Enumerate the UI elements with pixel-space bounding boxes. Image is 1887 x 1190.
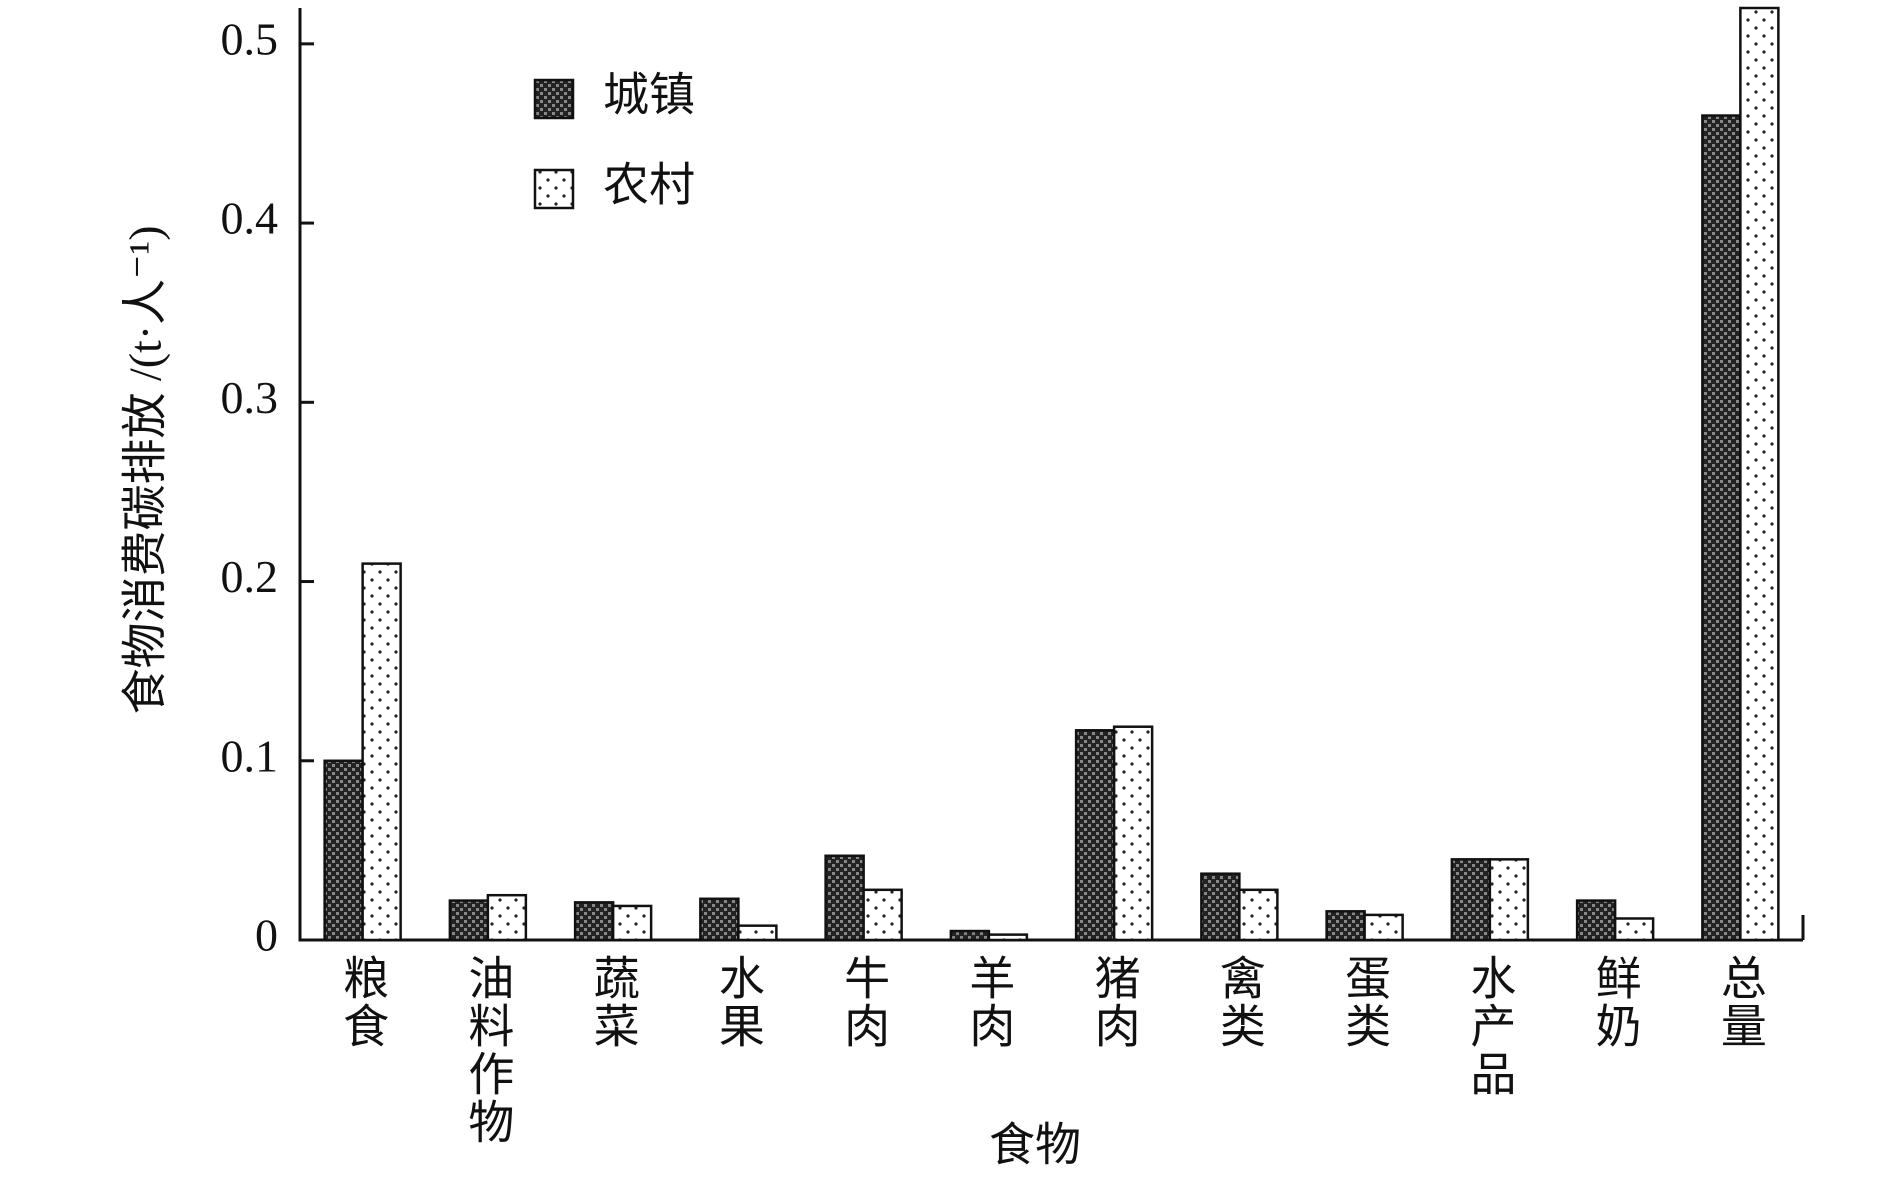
bar: [1701, 114, 1742, 942]
bar: [1074, 729, 1116, 942]
x-tick-label: 牛肉: [838, 954, 889, 1050]
bar: [824, 854, 865, 942]
bar: [737, 924, 778, 942]
bar: [448, 899, 490, 942]
x-tick-label: 蔬菜: [588, 954, 639, 1050]
bar: [699, 897, 740, 942]
x-tick-label: 油料作物: [462, 954, 513, 1146]
x-tick-label: 水果: [713, 954, 764, 1050]
x-tick-label: 粮食: [337, 954, 388, 1050]
x-tick-label: 鲜奶: [1590, 954, 1641, 1050]
legend-swatch: [533, 78, 575, 120]
bar: [1575, 899, 1617, 942]
legend-label: 农村: [603, 160, 695, 211]
x-tick-label: 水产品: [1464, 954, 1515, 1098]
y-tick-label: 0.5: [221, 13, 279, 64]
x-tick-label: 蛋类: [1339, 954, 1390, 1050]
bar: [323, 759, 364, 942]
x-tick-label: 禽类: [1214, 954, 1265, 1050]
bar: [1613, 917, 1655, 942]
x-tick-label: 羊肉: [963, 954, 1014, 1050]
bar: [1488, 858, 1530, 942]
legend-label: 城镇: [603, 70, 695, 121]
bar: [1363, 913, 1404, 942]
legend-swatch: [533, 168, 575, 210]
axes: [298, 8, 1805, 942]
y-axis-label: 食物消费碳排放 /(t·人⁻¹): [120, 225, 171, 714]
x-tick-label: 总量: [1715, 954, 1766, 1050]
y-tick-label: 0.1: [221, 730, 279, 781]
x-tick-label: 猪肉: [1089, 954, 1140, 1050]
bar: [987, 933, 1029, 942]
bar: [949, 929, 991, 942]
bar: [573, 901, 615, 942]
bar: [611, 904, 653, 942]
x-axis-label: 食物: [989, 1120, 1081, 1171]
bar: [1450, 858, 1492, 942]
bar: [1112, 725, 1154, 942]
y-tick-label: 0: [255, 910, 278, 961]
bar: [1739, 6, 1780, 942]
y-tick-label: 0.3: [221, 372, 279, 423]
bar: [486, 893, 528, 942]
bar: [862, 888, 903, 942]
y-tick-label: 0.4: [221, 193, 279, 244]
bar: [1238, 888, 1279, 942]
y-tick-label: 0.2: [221, 551, 279, 602]
bar: [1200, 872, 1241, 942]
bar: [1325, 910, 1366, 942]
bar: [361, 562, 402, 942]
